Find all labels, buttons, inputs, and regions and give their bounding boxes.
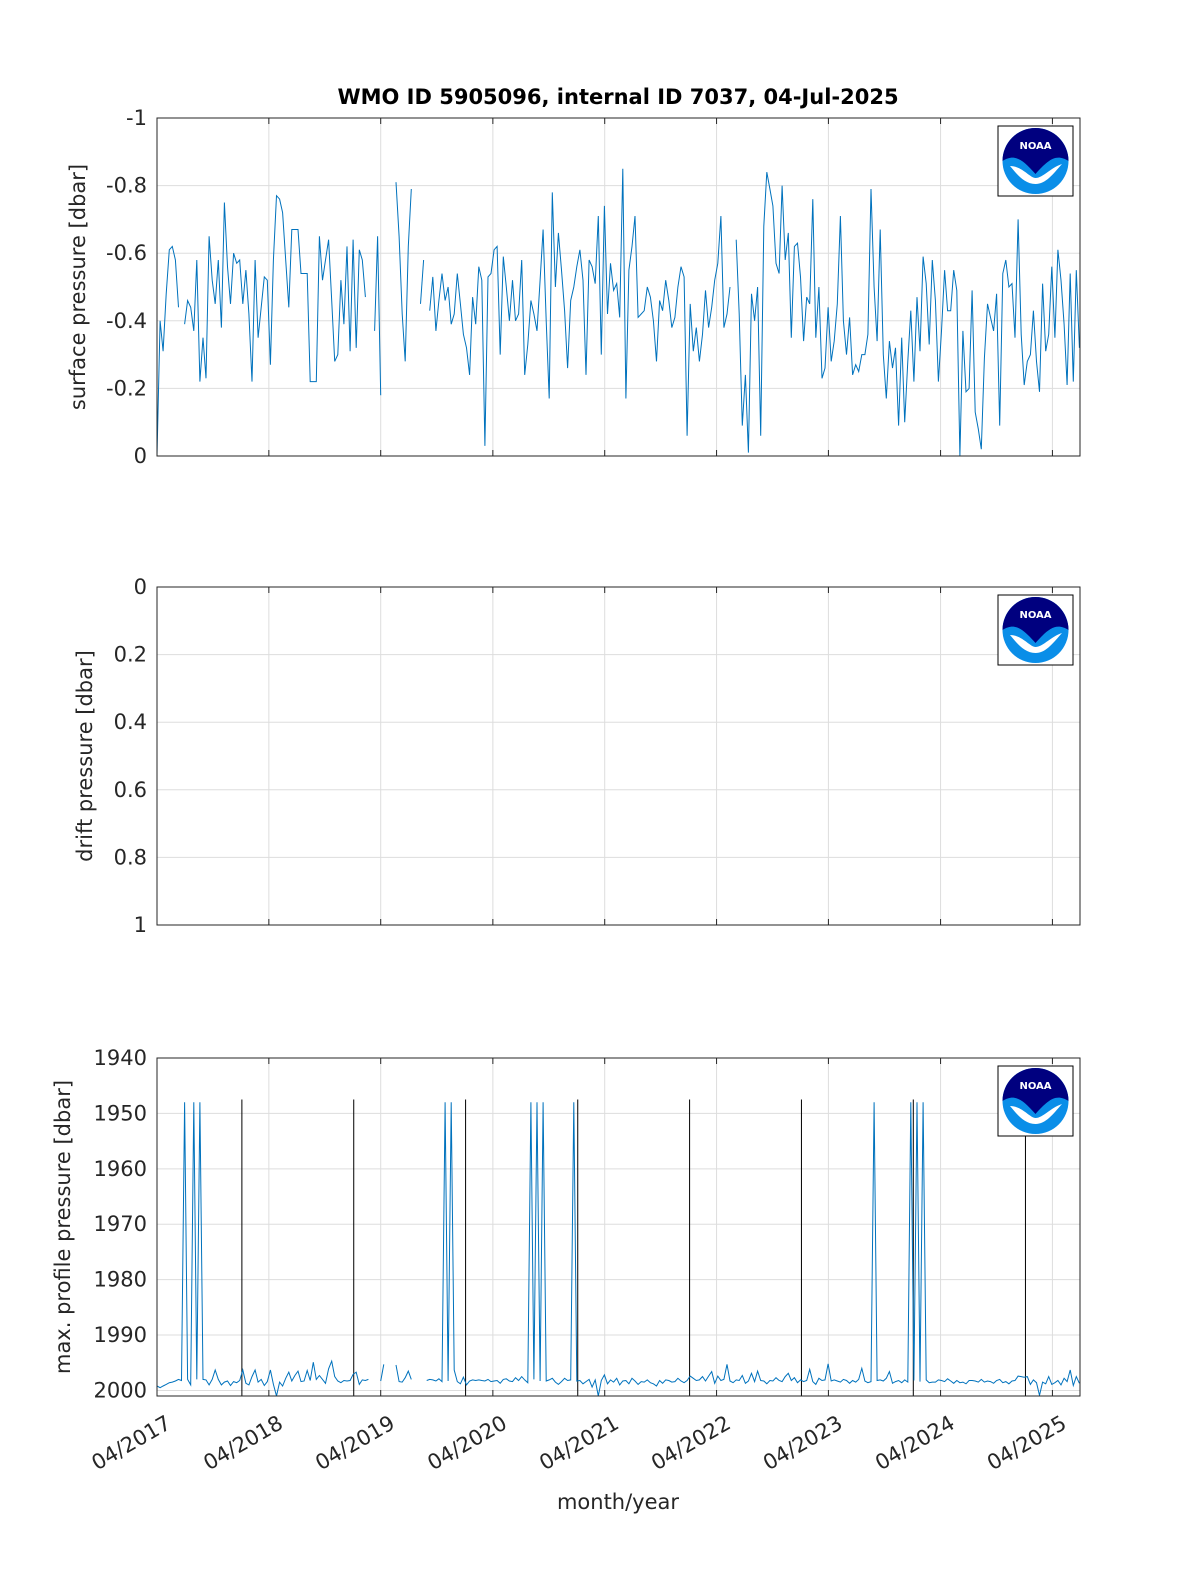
axes-background: [157, 118, 1080, 456]
series-line: [184, 194, 366, 383]
y-axis-label: drift pressure [dbar]: [73, 650, 97, 862]
series-line: [426, 1102, 1080, 1397]
x-tick-labels: 04/2017 04/2018 04/2019 04/2020 04/2021 04/20…: [88, 1411, 1071, 1475]
y-tick-label: -0.6: [106, 241, 147, 265]
y-tick-label: -0.2: [106, 376, 147, 400]
y-tick-label: 0.4: [114, 710, 147, 734]
axes-box: [156, 586, 1081, 926]
x-tick-label: 04/2021: [535, 1411, 623, 1475]
logo-bird: [1010, 164, 1062, 184]
series-line: [395, 182, 412, 362]
y-tick-label: 0: [134, 575, 147, 599]
x-tick-marks: [156, 1058, 1053, 1396]
series-line: [429, 168, 731, 446]
y-axis-label: max. profile pressure [dbar]: [51, 1080, 75, 1374]
x-tick-marks: [156, 118, 1053, 456]
x-tick-marks: [156, 587, 1053, 925]
y-tick-label: 0.2: [114, 643, 147, 667]
axes-box: [156, 1057, 1081, 1397]
series-line: [380, 1364, 385, 1382]
logo-text: NOAA: [1019, 1081, 1051, 1092]
surface-pressure-panel: 0 -0.2 -0.4 -0.6 -0.8 -1 surface pressure [db…: [66, 106, 1081, 468]
x-tick-label: 04/2018: [199, 1411, 287, 1475]
y-axis-label: surface pressure [dbar]: [66, 164, 90, 410]
series-line: [156, 245, 179, 457]
y-tick-label: 1990: [94, 1323, 147, 1347]
logo-upper: [1002, 597, 1069, 643]
y-tick-label: 1980: [94, 1268, 147, 1292]
noaa-logo: NOAA: [997, 1065, 1074, 1137]
logo-text: NOAA: [1019, 610, 1051, 621]
series-line: [420, 259, 425, 304]
series-line: [374, 236, 382, 396]
y-tick-labels: 0 -0.2 -0.4 -0.6 -0.8 -1: [106, 106, 147, 468]
y-tick-label: 1960: [94, 1157, 147, 1181]
x-tick-label: 04/2019: [311, 1411, 399, 1475]
drift-pressure-panel: 0 0.2 0.4 0.6 0.8 1 drift pressure [dbar] NOA…: [73, 575, 1081, 937]
y-tick-label: -0.8: [106, 174, 147, 198]
y-tick-label: 0.8: [114, 845, 147, 869]
series-line: [735, 172, 1080, 457]
x-tick-label: 04/2022: [647, 1411, 735, 1475]
series-layer: [156, 168, 1080, 457]
logo-upper: [1002, 128, 1069, 174]
series-line: [395, 1364, 412, 1383]
y-tick-label: 1: [134, 913, 147, 937]
logo-bird: [1010, 633, 1062, 653]
logo-bird: [1010, 1104, 1062, 1124]
axes-background: [157, 587, 1080, 925]
x-tick-label: 04/2020: [423, 1411, 511, 1475]
axes-background: [157, 1058, 1080, 1396]
y-tick-label: 0.6: [114, 778, 147, 802]
logo-text: NOAA: [1019, 141, 1051, 152]
y-tick-labels: 1940 1950 1960 1970 1980 1990 2000: [94, 1046, 147, 1402]
y-tick-label: 1950: [94, 1101, 147, 1125]
series-line: [156, 1102, 369, 1397]
y-tick-labels: 0 0.2 0.4 0.6 0.8 1: [114, 575, 147, 937]
noaa-logo: NOAA: [997, 594, 1074, 666]
series-layer: [156, 1102, 1080, 1397]
x-tick-label: 04/2024: [871, 1411, 959, 1475]
y-tick-label: 1940: [94, 1046, 147, 1070]
y-tick-label: -0.4: [106, 309, 147, 333]
x-tick-label: 04/2025: [983, 1411, 1071, 1475]
chart-title: WMO ID 5905096, internal ID 7037, 04-Jul…: [337, 85, 898, 109]
x-tick-label: 04/2023: [759, 1411, 847, 1475]
x-tick-label: 04/2017: [88, 1411, 176, 1475]
axes-box: [156, 117, 1081, 457]
y-tick-label: 0: [134, 444, 147, 468]
y-tick-label: -1: [126, 106, 147, 130]
logo-upper: [1002, 1068, 1069, 1114]
noaa-logo: NOAA: [997, 125, 1074, 197]
reference-lines: [241, 1099, 1026, 1396]
x-axis-label: month/year: [557, 1490, 679, 1514]
y-tick-label: 1970: [94, 1212, 147, 1236]
y-tick-label: 2000: [94, 1378, 147, 1402]
